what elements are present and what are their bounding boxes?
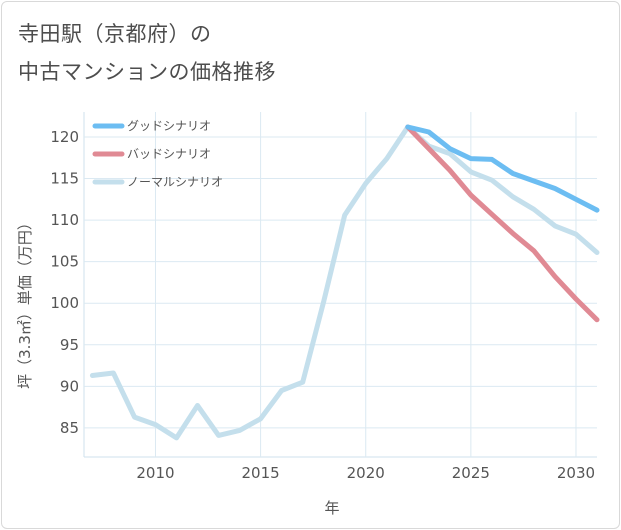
x-axis-label: 年 <box>324 499 339 517</box>
series-line-0 <box>405 124 600 213</box>
chart-title-line1: 寺田駅（京都府）の <box>18 22 212 46</box>
series-line-2 <box>89 124 600 441</box>
x-tick-label: 2010 <box>136 464 174 482</box>
y-tick-label: 85 <box>60 419 79 437</box>
y-tick-label: 120 <box>50 128 79 146</box>
legend-label: ノーマルシナリオ <box>127 175 223 189</box>
series-lines <box>89 124 600 441</box>
y-tick-label: 115 <box>50 170 79 188</box>
legend-label: バッドシナリオ <box>127 147 211 161</box>
x-tick-label: 2020 <box>347 464 385 482</box>
legend-label: グッドシナリオ <box>127 119 211 133</box>
y-tick-label: 105 <box>50 253 79 271</box>
x-tick-label: 2015 <box>242 464 280 482</box>
chart-title-line2: 中古マンションの価格推移 <box>18 60 276 84</box>
grid <box>83 112 597 458</box>
x-tick-label: 2030 <box>557 464 595 482</box>
series-line-1 <box>405 124 600 323</box>
y-tick-label: 110 <box>50 211 79 229</box>
axis-ticks: 2010 2015 2020 2025 2030 85 90 95 100 105 110 115 12… <box>50 128 595 482</box>
y-tick-label: 100 <box>50 294 79 312</box>
y-tick-label: 95 <box>60 336 79 354</box>
y-axis-label: 坪（3.3㎡）単価（万円） <box>16 215 34 389</box>
y-tick-label: 90 <box>60 377 79 395</box>
x-tick-label: 2025 <box>452 464 490 482</box>
